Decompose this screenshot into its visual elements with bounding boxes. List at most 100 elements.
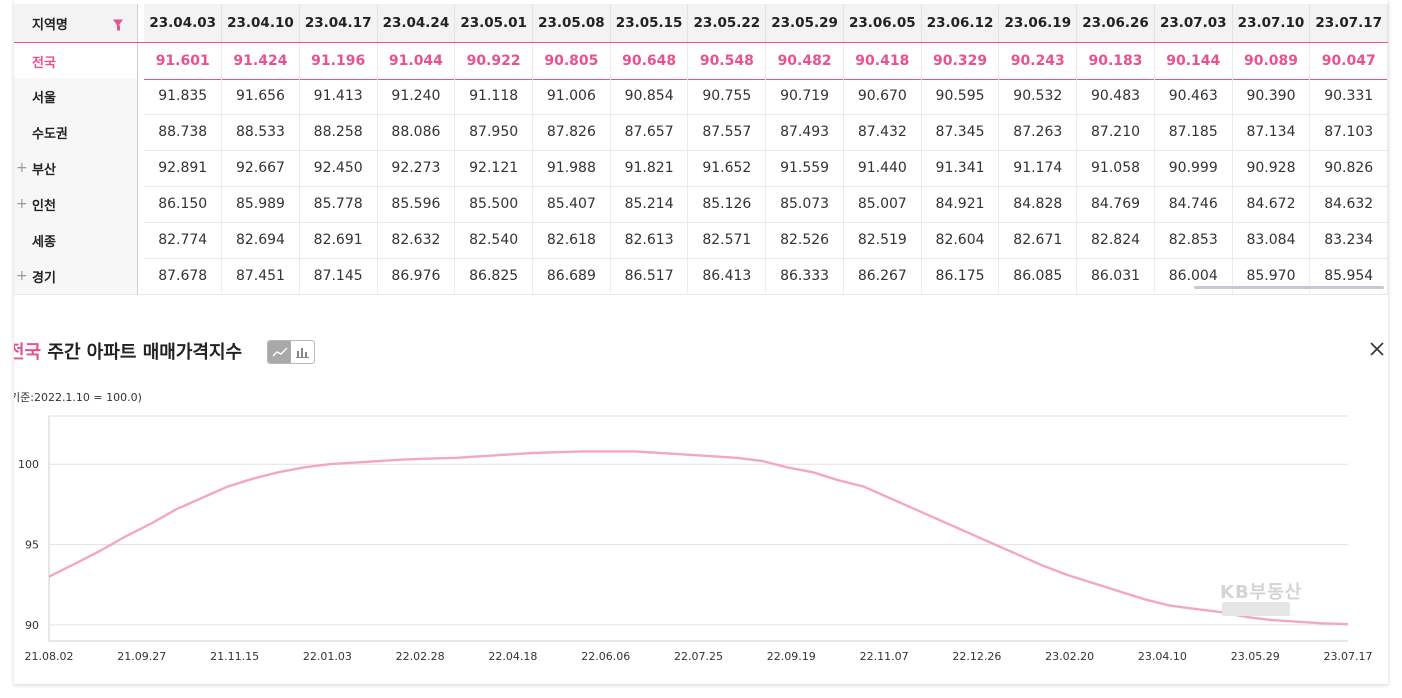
index-value: 85.500 [455, 186, 534, 222]
header-date[interactable]: 23.05.01 [455, 4, 534, 42]
index-value: 91.196 [300, 43, 378, 79]
index-value: 86.004 [1155, 258, 1233, 294]
region-label: 인천 [32, 198, 56, 214]
index-value: 90.390 [1233, 78, 1311, 114]
index-value: 85.126 [688, 186, 767, 222]
index-value: 91.058 [1077, 150, 1155, 186]
chart-type-toggle [267, 340, 315, 364]
index-value: 90.922 [455, 43, 534, 79]
row-divider [14, 294, 1388, 295]
index-value: 87.345 [922, 114, 1000, 150]
row-divider [14, 150, 1388, 151]
index-value: 87.557 [688, 114, 767, 150]
index-value: 85.989 [222, 186, 300, 222]
index-value: 82.618 [533, 222, 611, 258]
x-tick-label: 21.09.27 [117, 650, 166, 663]
index-value: 90.532 [999, 78, 1078, 114]
header-region-label: 지역명 [14, 4, 139, 42]
header-date[interactable]: 23.06.05 [844, 4, 922, 42]
index-value: 87.210 [1077, 114, 1155, 150]
index-value: 91.652 [688, 150, 767, 186]
index-value: 90.928 [1233, 150, 1311, 186]
x-tick-label: 23.04.10 [1138, 650, 1187, 663]
y-tick-label: 90 [25, 619, 39, 632]
index-value: 85.214 [611, 186, 689, 222]
header-date[interactable]: 23.05.15 [611, 4, 689, 42]
table-row[interactable]: + 인천 86.150 85.989 85.778 85.596 85.500 85.407 8… [14, 186, 1388, 222]
index-value: 82.632 [378, 222, 456, 258]
index-value: 84.921 [922, 186, 1000, 222]
index-value: 86.976 [378, 258, 456, 294]
index-value: 85.954 [1310, 258, 1388, 294]
header-date[interactable]: 23.06.19 [999, 4, 1078, 42]
header-date[interactable]: 23.06.26 [1077, 4, 1155, 42]
header-date[interactable]: 23.07.17 [1310, 4, 1388, 42]
index-value: 82.691 [300, 222, 378, 258]
region-label: 경기 [32, 270, 56, 286]
index-value: 92.450 [300, 150, 378, 186]
index-value: 91.440 [844, 150, 922, 186]
index-value: 87.826 [533, 114, 611, 150]
index-value: 86.825 [455, 258, 534, 294]
header-date[interactable]: 23.06.12 [922, 4, 1000, 42]
line-chart-toggle[interactable] [268, 341, 291, 363]
header-date[interactable]: 23.05.29 [766, 4, 844, 42]
index-value: 85.596 [378, 186, 456, 222]
index-value: 82.774 [144, 222, 223, 258]
x-tick-label: 23.07.17 [1324, 650, 1373, 663]
header-date[interactable]: 23.04.03 [144, 4, 223, 42]
header-date[interactable]: 23.05.08 [533, 4, 611, 42]
plus-icon[interactable]: + [16, 268, 28, 284]
header-date[interactable]: 23.04.24 [378, 4, 456, 42]
index-value: 90.483 [1077, 78, 1155, 114]
index-value: 91.174 [999, 150, 1078, 186]
watermark-tag [1222, 602, 1290, 616]
bar-chart-toggle[interactable] [291, 341, 314, 363]
region-name: 서울 [14, 78, 139, 114]
header-date[interactable]: 23.04.10 [222, 4, 300, 42]
table-scrollbar[interactable] [1194, 286, 1384, 289]
x-tick-label: 22.04.18 [488, 650, 537, 663]
index-value: 92.667 [222, 150, 300, 186]
table-header-row: 지역명 23.04.03 23.04.10 23.04.17 23.04.24 23.05… [14, 4, 1388, 42]
index-value: 91.341 [922, 150, 1000, 186]
index-value: 90.089 [1233, 43, 1311, 79]
index-value: 90.670 [844, 78, 922, 114]
index-value: 91.988 [533, 150, 611, 186]
index-value: 86.413 [688, 258, 767, 294]
plus-icon[interactable]: + [16, 196, 28, 212]
x-tick-label: 22.07.25 [674, 650, 723, 663]
table-row[interactable]: + 부산 92.891 92.667 92.450 92.273 92.121 91.988 9… [14, 150, 1388, 186]
index-value: 85.073 [766, 186, 844, 222]
header-date[interactable]: 23.07.10 [1233, 4, 1311, 42]
table-row[interactable]: 수도권 88.738 88.533 88.258 88.086 87.950 87.826 8… [14, 114, 1388, 150]
index-value: 88.738 [144, 114, 223, 150]
table-row[interactable]: 서울 91.835 91.656 91.413 91.240 91.118 91.006 90… [14, 78, 1388, 114]
index-panel: 지역명 23.04.03 23.04.10 23.04.17 23.04.24 23.05… [14, 0, 1388, 684]
index-value: 82.519 [844, 222, 922, 258]
header-date[interactable]: 23.05.22 [688, 4, 767, 42]
table-row[interactable]: 세종 82.774 82.694 82.691 82.632 82.540 82.618 82… [14, 222, 1388, 258]
line-chart: 90 95 100 21.08.02 21.09.27 21.11.15 22.01.03 2… [18, 415, 1373, 663]
plus-icon[interactable]: + [16, 160, 28, 176]
index-value: 85.007 [844, 186, 922, 222]
watermark-logo: KB부동산 [1220, 582, 1303, 603]
index-value: 84.828 [999, 186, 1078, 222]
x-tick-label: 22.02.28 [396, 650, 445, 663]
table-row[interactable]: + 경기 87.678 87.451 87.145 86.976 86.825 86.689 8… [14, 258, 1388, 294]
national-row[interactable]: 전국 91.601 91.424 91.196 91.044 90.922 90.805 90… [14, 42, 1388, 80]
close-button[interactable] [1368, 340, 1386, 358]
index-value: 86.175 [922, 258, 1000, 294]
index-value: 88.086 [378, 114, 456, 150]
filter-icon[interactable] [113, 19, 124, 31]
region-label: 세종 [32, 234, 56, 250]
index-value: 86.085 [999, 258, 1078, 294]
index-value: 85.407 [533, 186, 611, 222]
header-date[interactable]: 23.07.03 [1155, 4, 1233, 42]
header-date[interactable]: 23.04.17 [300, 4, 378, 42]
index-value: 82.604 [922, 222, 1000, 258]
region-name: 세종 [14, 222, 139, 258]
x-tick-label: 21.11.15 [210, 650, 259, 663]
index-value: 87.103 [1310, 114, 1388, 150]
index-value: 85.970 [1233, 258, 1311, 294]
